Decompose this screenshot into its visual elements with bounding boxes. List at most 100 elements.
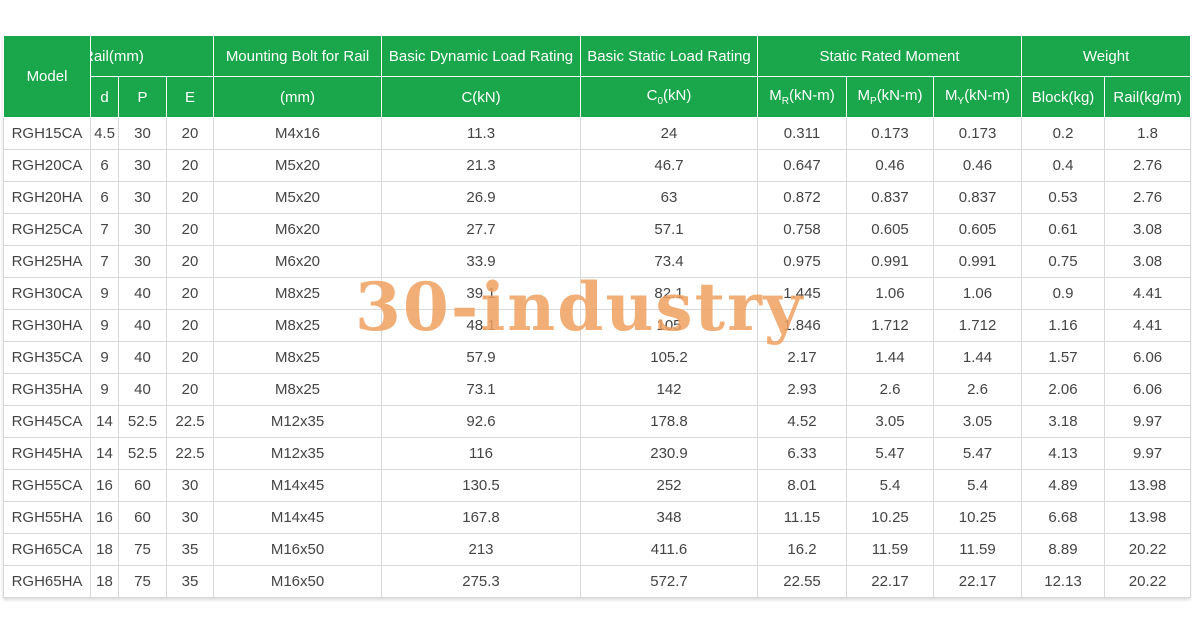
cell: M16x50 bbox=[213, 533, 383, 566]
header-cell: Rail(kg/m) bbox=[1104, 76, 1192, 118]
cell: 4.41 bbox=[1104, 309, 1192, 342]
cell: 0.61 bbox=[1021, 213, 1106, 246]
cell: 14 bbox=[90, 437, 119, 470]
cell: 20.22 bbox=[1104, 565, 1192, 598]
cell: 5.4 bbox=[933, 469, 1023, 502]
cell: M12x35 bbox=[213, 437, 383, 470]
cell: 1.445 bbox=[757, 277, 848, 310]
cell: 178.8 bbox=[580, 405, 759, 438]
cell: 6 bbox=[90, 181, 119, 214]
cell: 0.647 bbox=[757, 149, 848, 182]
cell: 92.6 bbox=[381, 405, 582, 438]
cell: 0.4 bbox=[1021, 149, 1106, 182]
cell: 1.44 bbox=[846, 341, 935, 374]
cell: M12x35 bbox=[213, 405, 383, 438]
header-cell: Rail(mm) bbox=[89, 35, 215, 77]
header-cell: Static Rated Moment bbox=[757, 35, 1023, 77]
cell: 60 bbox=[118, 501, 167, 534]
cell: 1.06 bbox=[933, 277, 1023, 310]
cell: 46.7 bbox=[580, 149, 759, 182]
cell: 22.5 bbox=[165, 437, 215, 470]
cell: 6.33 bbox=[757, 437, 848, 470]
cell: RGH65CA bbox=[3, 533, 91, 566]
cell: 21.3 bbox=[381, 149, 582, 182]
cell: 26.9 bbox=[381, 181, 582, 214]
data-row: RGH45CA 14 52.5 22.5 M12x35 92.6 178.8 4.52 3.05… bbox=[3, 405, 1192, 438]
cell: 20 bbox=[165, 117, 215, 150]
cell: 4.52 bbox=[757, 405, 848, 438]
cell: 30 bbox=[165, 469, 215, 502]
data-row: RGH20HA 6 30 20 M5x20 26.9 63 0.872 0.837 0.837 0.… bbox=[3, 181, 1192, 214]
cell: RGH30CA bbox=[3, 277, 91, 310]
cell: 1.57 bbox=[1021, 341, 1106, 374]
cell: 0.975 bbox=[757, 245, 848, 278]
header-cell: E bbox=[165, 76, 215, 118]
cell: 0.2 bbox=[1021, 117, 1106, 150]
cell: 167.8 bbox=[381, 501, 582, 534]
cell: RGH15CA bbox=[3, 117, 91, 150]
cell: 0.75 bbox=[1021, 245, 1106, 278]
cell: 18 bbox=[90, 565, 119, 598]
header-base: M bbox=[857, 87, 871, 104]
spec-table: ModelRail(mm)Mounting Bolt for RailBasic… bbox=[3, 35, 1192, 598]
cell: 213 bbox=[381, 533, 582, 566]
cell: 10.25 bbox=[933, 501, 1023, 534]
cell: RGH35HA bbox=[3, 373, 91, 406]
cell: 40 bbox=[118, 277, 167, 310]
header-cell: Block(kg) bbox=[1021, 76, 1106, 118]
cell: 0.311 bbox=[757, 117, 848, 150]
data-row: RGH30HA 9 40 20 M8x25 48.1 105 1.846 1.712 1.712 1… bbox=[3, 309, 1192, 342]
cell: 57.9 bbox=[381, 341, 582, 374]
cell: 0.837 bbox=[933, 181, 1023, 214]
cell: 0.991 bbox=[933, 245, 1023, 278]
cell: 8.89 bbox=[1021, 533, 1106, 566]
cell: 35 bbox=[165, 565, 215, 598]
cell: 3.08 bbox=[1104, 213, 1192, 246]
cell: M14x45 bbox=[213, 501, 383, 534]
cell: M8x25 bbox=[213, 373, 383, 406]
cell: 20 bbox=[165, 277, 215, 310]
header-cell: Model bbox=[3, 35, 91, 118]
cell: 73.1 bbox=[381, 373, 582, 406]
cell: 105 bbox=[580, 309, 759, 342]
cell: 24 bbox=[580, 117, 759, 150]
cell: 2.76 bbox=[1104, 149, 1192, 182]
data-row: RGH20CA 6 30 20 M5x20 21.3 46.7 0.647 0.46 0.46 0.… bbox=[3, 149, 1192, 182]
cell: 52.5 bbox=[118, 437, 167, 470]
cell: 0.605 bbox=[846, 213, 935, 246]
cell: 16 bbox=[90, 469, 119, 502]
cell: RGH30HA bbox=[3, 309, 91, 342]
cell: 30 bbox=[118, 149, 167, 182]
cell: 75 bbox=[118, 533, 167, 566]
data-row: RGH35CA 9 40 20 M8x25 57.9 105.2 2.17 1.44 1.44 1.… bbox=[3, 341, 1192, 374]
cell: M5x20 bbox=[213, 181, 383, 214]
cell: 9.97 bbox=[1104, 405, 1192, 438]
cell: 18 bbox=[90, 533, 119, 566]
watermark: 30-industry bbox=[355, 268, 805, 346]
cell: 4.89 bbox=[1021, 469, 1106, 502]
cell: 9 bbox=[90, 373, 119, 406]
cell: 22.17 bbox=[933, 565, 1023, 598]
cell: 30 bbox=[165, 501, 215, 534]
cell: 3.18 bbox=[1021, 405, 1106, 438]
cell: 8.01 bbox=[757, 469, 848, 502]
cell: M8x25 bbox=[213, 277, 383, 310]
header-cell: MP(kN-m) bbox=[846, 76, 935, 118]
cell: 130.5 bbox=[381, 469, 582, 502]
cell: 16.2 bbox=[757, 533, 848, 566]
cell: 0.872 bbox=[757, 181, 848, 214]
cell: 20 bbox=[165, 181, 215, 214]
cell: 6.68 bbox=[1021, 501, 1106, 534]
cell: 48.1 bbox=[381, 309, 582, 342]
cell: 30 bbox=[118, 181, 167, 214]
cell: 6 bbox=[90, 149, 119, 182]
cell: 20 bbox=[165, 149, 215, 182]
cell: 9 bbox=[90, 309, 119, 342]
header-cell: (mm) bbox=[213, 76, 383, 118]
cell: RGH20CA bbox=[3, 149, 91, 182]
cell: 3.08 bbox=[1104, 245, 1192, 278]
cell: 11.59 bbox=[933, 533, 1023, 566]
cell: 30 bbox=[118, 117, 167, 150]
header-sub: 0 bbox=[657, 96, 664, 107]
